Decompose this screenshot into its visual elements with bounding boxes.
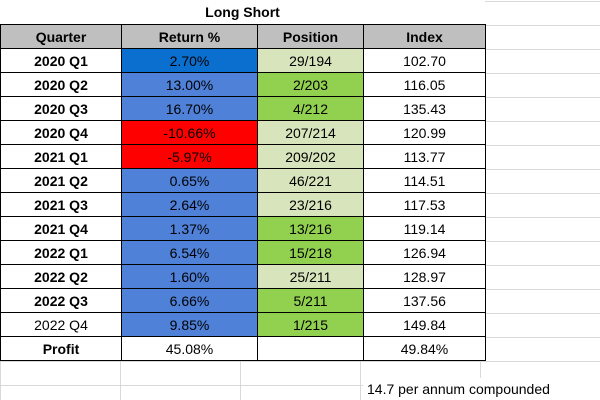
quarter-cell[interactable]: 2020 Q3 — [0, 96, 122, 121]
position-cell[interactable]: 207/214 — [257, 120, 364, 145]
quarter-cell[interactable]: 2021 Q4 — [0, 216, 122, 241]
return-cell[interactable]: 1.60% — [121, 264, 258, 289]
profit-return[interactable]: 45.08% — [121, 336, 258, 361]
header-row: Quarter Return % Position Index — [0, 24, 486, 49]
profit-position[interactable] — [257, 336, 364, 361]
return-cell[interactable]: 16.70% — [121, 96, 258, 121]
position-cell[interactable]: 25/211 — [257, 264, 364, 289]
index-cell[interactable]: 119.14 — [363, 216, 486, 241]
quarter-cell[interactable]: 2020 Q4 — [0, 120, 122, 145]
position-cell[interactable]: 29/194 — [257, 48, 364, 73]
return-cell[interactable]: 6.66% — [121, 288, 258, 313]
quarter-cell[interactable]: 2020 Q1 — [0, 48, 122, 73]
index-cell[interactable]: 114.51 — [363, 168, 486, 193]
return-cell[interactable]: 2.70% — [121, 48, 258, 73]
table-row: 2021 Q1 -5.97% 209/202 113.77 — [0, 144, 486, 169]
position-cell[interactable]: 23/216 — [257, 192, 364, 217]
header-quarter[interactable]: Quarter — [0, 24, 122, 49]
index-cell[interactable]: 113.77 — [363, 144, 486, 169]
table-row: 2021 Q2 0.65% 46/221 114.51 — [0, 168, 486, 193]
index-cell[interactable]: 120.99 — [363, 120, 486, 145]
position-cell[interactable]: 13/216 — [257, 216, 364, 241]
table-row: 2021 Q3 2.64% 23/216 117.53 — [0, 192, 486, 217]
table-row: 2021 Q4 1.37% 13/216 119.14 — [0, 216, 486, 241]
index-cell[interactable]: 116.05 — [363, 72, 486, 97]
index-cell[interactable]: 128.97 — [363, 264, 486, 289]
header-return[interactable]: Return % — [121, 24, 258, 49]
table-title[interactable]: Long Short — [0, 0, 485, 24]
index-cell[interactable]: 137.56 — [363, 288, 486, 313]
table-row: 2020 Q1 2.70% 29/194 102.70 — [0, 48, 486, 73]
quarter-cell[interactable]: 2020 Q2 — [0, 72, 122, 97]
position-cell[interactable]: 2/203 — [257, 72, 364, 97]
position-cell[interactable]: 46/221 — [257, 168, 364, 193]
header-position[interactable]: Position — [257, 24, 364, 49]
return-cell[interactable]: 13.00% — [121, 72, 258, 97]
table-row: 2022 Q4 9.85% 1/215 149.84 — [0, 312, 486, 337]
annual-compounded-note[interactable]: 14.7 per annum compounded — [363, 378, 600, 400]
index-cell[interactable]: 135.43 — [363, 96, 486, 121]
table-row: 2020 Q3 16.70% 4/212 135.43 — [0, 96, 486, 121]
quarter-cell[interactable]: 2021 Q3 — [0, 192, 122, 217]
index-cell[interactable]: 126.94 — [363, 240, 486, 265]
return-cell[interactable]: 6.54% — [121, 240, 258, 265]
return-cell[interactable]: 0.65% — [121, 168, 258, 193]
return-cell[interactable]: -10.66% — [121, 120, 258, 145]
position-cell[interactable]: 4/212 — [257, 96, 364, 121]
position-cell[interactable]: 15/218 — [257, 240, 364, 265]
return-cell[interactable]: 1.37% — [121, 216, 258, 241]
table-row: 2022 Q3 6.66% 5/211 137.56 — [0, 288, 486, 313]
position-cell[interactable]: 1/215 — [257, 312, 364, 337]
quarter-cell[interactable]: 2022 Q3 — [0, 288, 122, 313]
quarter-cell[interactable]: 2021 Q2 — [0, 168, 122, 193]
index-cell[interactable]: 149.84 — [363, 312, 486, 337]
table-row: 2022 Q2 1.60% 25/211 128.97 — [0, 264, 486, 289]
quarter-cell[interactable]: 2022 Q2 — [0, 264, 122, 289]
quarter-cell[interactable]: 2022 Q4 — [0, 312, 122, 337]
profit-label[interactable]: Profit — [0, 336, 122, 361]
return-cell[interactable]: 9.85% — [121, 312, 258, 337]
index-cell[interactable]: 117.53 — [363, 192, 486, 217]
profit-row: Profit 45.08% 49.84% — [0, 336, 486, 361]
table-row: 2020 Q2 13.00% 2/203 116.05 — [0, 72, 486, 97]
quarter-cell[interactable]: 2022 Q1 — [0, 240, 122, 265]
return-cell[interactable]: 2.64% — [121, 192, 258, 217]
profit-index[interactable]: 49.84% — [363, 336, 486, 361]
long-short-table: Quarter Return % Position Index 2020 Q1 … — [0, 24, 486, 361]
quarter-cell[interactable]: 2021 Q1 — [0, 144, 122, 169]
header-index[interactable]: Index — [363, 24, 486, 49]
index-cell[interactable]: 102.70 — [363, 48, 486, 73]
table-row: 2020 Q4 -10.66% 207/214 120.99 — [0, 120, 486, 145]
return-cell[interactable]: -5.97% — [121, 144, 258, 169]
position-cell[interactable]: 5/211 — [257, 288, 364, 313]
table-row: 2022 Q1 6.54% 15/218 126.94 — [0, 240, 486, 265]
position-cell[interactable]: 209/202 — [257, 144, 364, 169]
